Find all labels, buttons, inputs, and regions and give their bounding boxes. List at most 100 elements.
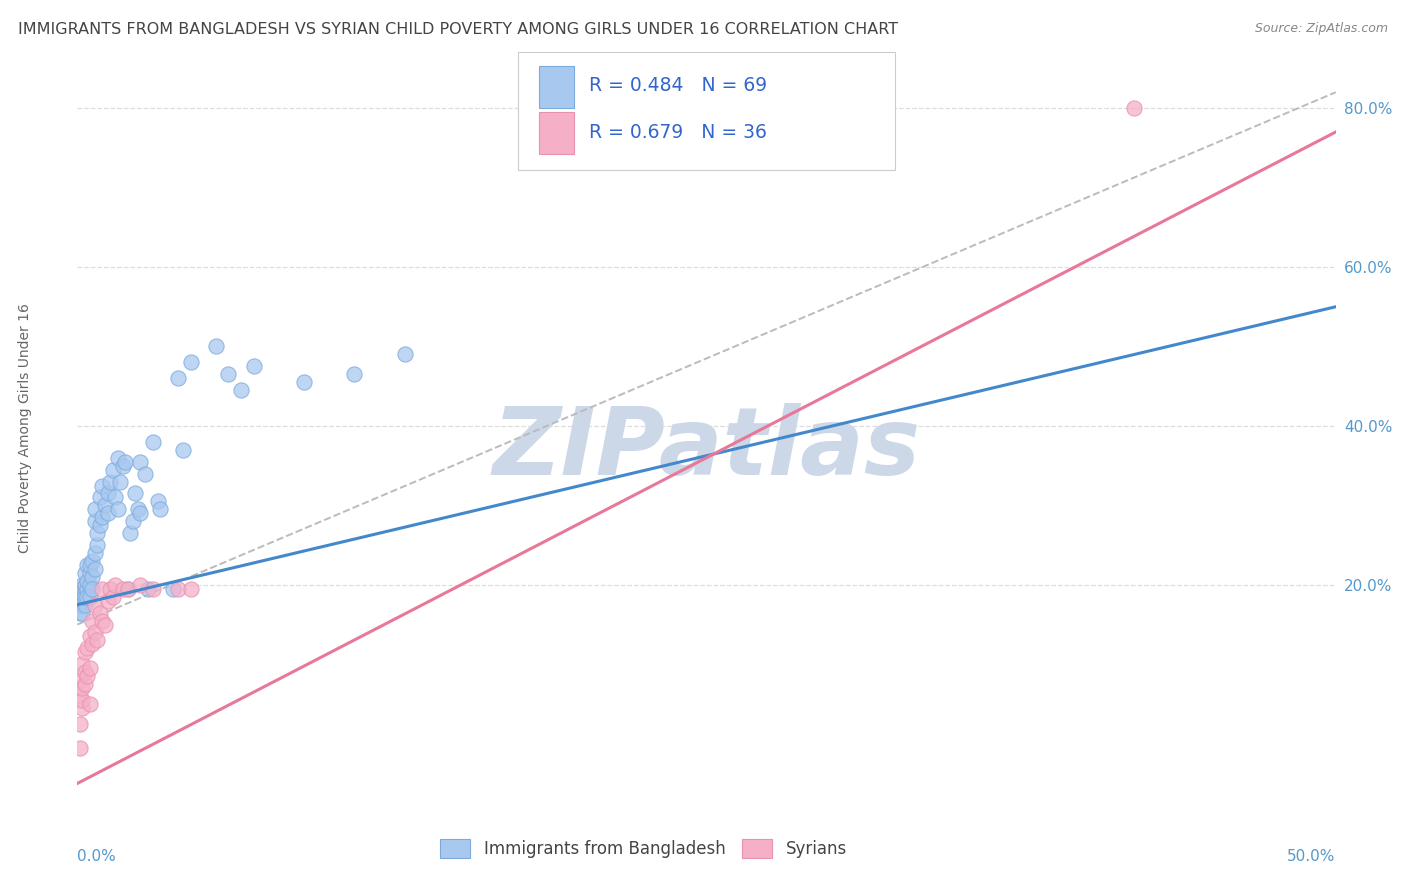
Point xyxy=(162,582,184,596)
Text: 50.0%: 50.0% xyxy=(1288,849,1336,864)
Point xyxy=(107,502,129,516)
Point xyxy=(73,590,96,604)
Point xyxy=(86,538,108,552)
Point xyxy=(72,681,94,695)
Point xyxy=(96,486,118,500)
Point xyxy=(73,677,96,691)
Point xyxy=(172,442,194,457)
Point xyxy=(94,499,117,513)
Point xyxy=(82,570,104,584)
Point xyxy=(72,693,94,707)
Point xyxy=(124,486,146,500)
Point xyxy=(79,697,101,711)
Point xyxy=(129,578,152,592)
Point xyxy=(73,566,96,580)
Point xyxy=(73,598,96,612)
Point xyxy=(104,491,127,505)
Point xyxy=(217,368,239,382)
Point xyxy=(82,637,104,651)
Point xyxy=(98,475,121,489)
Text: R = 0.484   N = 69: R = 0.484 N = 69 xyxy=(589,76,768,95)
Point xyxy=(1123,101,1146,115)
Point xyxy=(96,506,118,520)
Point xyxy=(146,494,169,508)
Point xyxy=(89,491,111,505)
Point xyxy=(111,582,134,596)
Point xyxy=(104,578,127,592)
Point xyxy=(242,359,264,374)
Point xyxy=(72,586,94,600)
Point xyxy=(69,582,91,596)
Point xyxy=(134,467,156,481)
Point xyxy=(79,558,101,572)
Point xyxy=(114,455,136,469)
Text: Source: ZipAtlas.com: Source: ZipAtlas.com xyxy=(1254,22,1388,36)
Point xyxy=(84,625,107,640)
Point xyxy=(117,582,139,596)
Point xyxy=(86,526,108,541)
Point xyxy=(180,582,202,596)
Bar xyxy=(538,112,575,153)
Point xyxy=(72,657,94,672)
Point xyxy=(343,368,366,382)
Point xyxy=(69,590,91,604)
Point xyxy=(79,661,101,675)
Text: R = 0.679   N = 36: R = 0.679 N = 36 xyxy=(589,123,768,142)
Point xyxy=(120,526,142,541)
Point xyxy=(69,740,91,755)
Point xyxy=(127,502,149,516)
Point xyxy=(72,701,94,715)
Point xyxy=(121,514,143,528)
Point xyxy=(72,578,94,592)
Point xyxy=(76,669,98,683)
Point xyxy=(89,518,111,533)
Point xyxy=(69,598,91,612)
Point xyxy=(79,578,101,592)
Point xyxy=(82,582,104,596)
Point xyxy=(94,617,117,632)
Point xyxy=(84,514,107,528)
Point xyxy=(82,554,104,568)
Point xyxy=(73,586,96,600)
Point xyxy=(76,641,98,656)
Point xyxy=(84,562,107,576)
Text: IMMIGRANTS FROM BANGLADESH VS SYRIAN CHILD POVERTY AMONG GIRLS UNDER 16 CORRELAT: IMMIGRANTS FROM BANGLADESH VS SYRIAN CHI… xyxy=(18,22,898,37)
Point xyxy=(117,582,139,596)
Point xyxy=(73,645,96,659)
Point xyxy=(76,574,98,588)
Text: Child Poverty Among Girls Under 16: Child Poverty Among Girls Under 16 xyxy=(18,303,32,553)
Text: 0.0%: 0.0% xyxy=(77,849,117,864)
Point xyxy=(129,455,152,469)
Point xyxy=(204,339,226,353)
FancyBboxPatch shape xyxy=(517,53,896,170)
Point xyxy=(108,475,131,489)
Point xyxy=(91,614,114,628)
Point xyxy=(69,606,91,620)
Point xyxy=(72,606,94,620)
Point xyxy=(394,347,416,361)
Point xyxy=(149,502,172,516)
Point xyxy=(84,546,107,560)
Point xyxy=(73,578,96,592)
Point xyxy=(292,376,315,390)
Point xyxy=(101,462,124,476)
Point xyxy=(107,450,129,465)
Point xyxy=(86,633,108,648)
Point xyxy=(129,506,152,520)
Point xyxy=(91,510,114,524)
Point xyxy=(101,590,124,604)
Point xyxy=(96,593,118,607)
Point xyxy=(142,434,165,449)
Point xyxy=(72,593,94,607)
Point xyxy=(142,582,165,596)
Point xyxy=(84,598,107,612)
Point xyxy=(91,582,114,596)
Point xyxy=(89,606,111,620)
Bar xyxy=(538,66,575,108)
Point xyxy=(69,716,91,731)
Point xyxy=(79,590,101,604)
Point xyxy=(76,582,98,596)
Point xyxy=(98,582,121,596)
Point xyxy=(76,590,98,604)
Point xyxy=(76,558,98,572)
